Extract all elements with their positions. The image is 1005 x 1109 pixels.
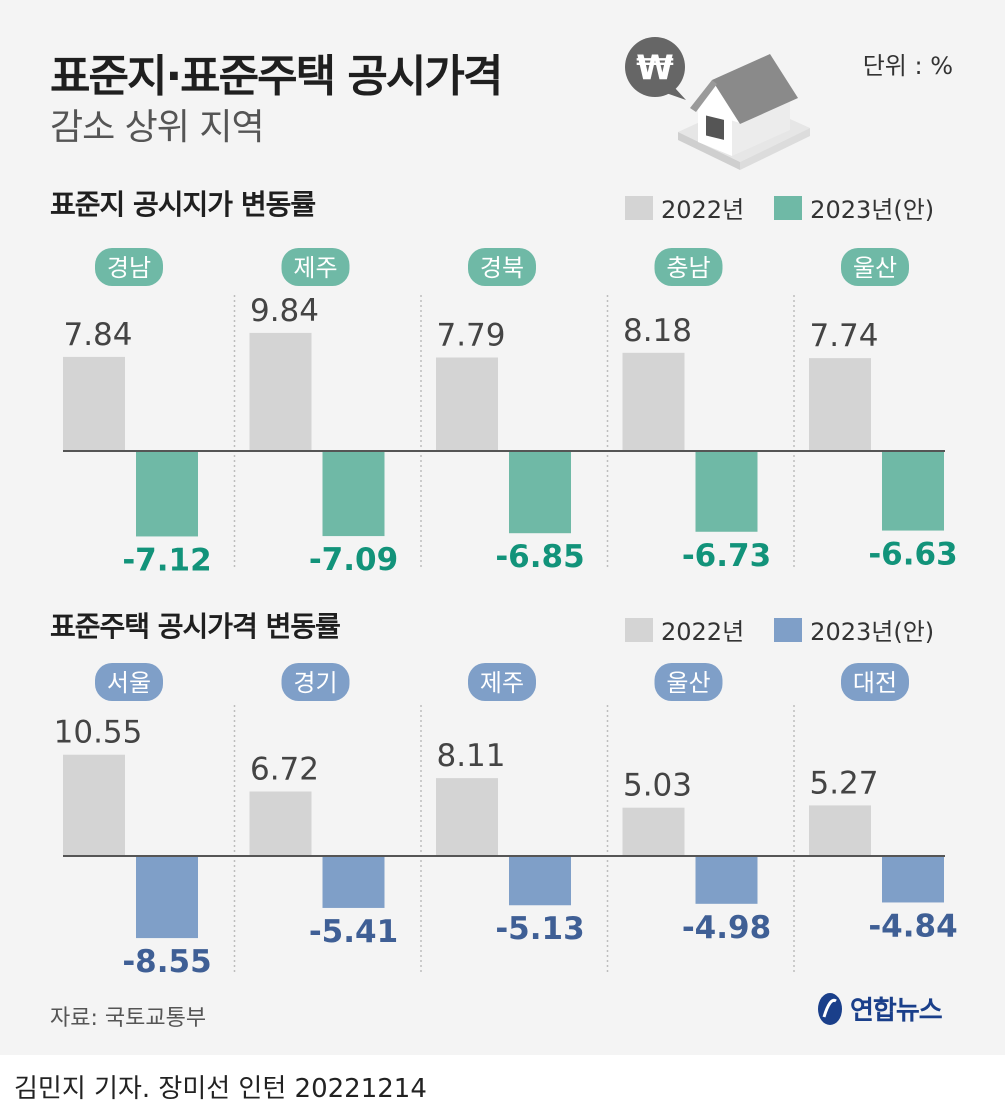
category-label: 경기 [293, 669, 337, 697]
category-pill [654, 248, 723, 286]
legend-swatch-2023 [774, 195, 803, 220]
byline: 김민지 기자. 장미선 인턴 20221214 [14, 1074, 427, 1104]
unit-label: 단위 : % [862, 52, 953, 80]
value-label-2023: -8.55 [122, 944, 211, 980]
value-label-2022: 5.27 [809, 765, 878, 801]
house-legend: 2022년 2023년(안) [625, 612, 934, 647]
category-pill [95, 248, 163, 286]
value-label-2023: -6.73 [682, 538, 771, 574]
land-section-title: 표준지 공시지가 변동률 [50, 188, 316, 221]
legend-swatch-2022 [625, 617, 653, 642]
bar-2023 [695, 856, 758, 904]
category-group: 울산 5.03 -4.98 [606, 663, 771, 975]
legend-label-2023: 2023년(안) [810, 196, 935, 224]
legend-swatch-2022 [625, 195, 653, 220]
value-label-2023: -7.09 [309, 542, 398, 578]
bar-2023 [322, 856, 385, 908]
category-pill [841, 663, 909, 701]
logo-icon [818, 992, 842, 1025]
legend-swatch-2023 [774, 617, 803, 642]
value-label-2022: 6.72 [250, 751, 319, 787]
legend-label-2022: 2022년 [661, 196, 745, 224]
value-label-2023: -4.98 [682, 910, 771, 946]
category-group: 경기 6.72 -5.41 [233, 663, 398, 975]
bar-2022 [249, 332, 312, 451]
source-note: 자료: 국토교통부 [50, 1006, 207, 1031]
bar-2022 [63, 754, 125, 856]
category-label: 울산 [666, 669, 710, 697]
value-label-2023: -5.13 [495, 911, 584, 947]
category-label: 제주 [293, 254, 337, 282]
value-label-2023: -6.85 [495, 539, 584, 575]
bar-2022 [809, 805, 871, 856]
category-group: 경남 7.84 -7.12 [63, 248, 212, 578]
land-price-chart: 경남 7.84 -7.12 제주 9.84 -7.09 경북 7.79 -6.85 충남 8.18 -… [63, 248, 958, 578]
won-sign-speech-bubble-icon: ₩ [625, 37, 686, 100]
category-label: 경남 [107, 254, 151, 282]
value-label-2022: 8.11 [436, 738, 505, 774]
bar-2022 [809, 358, 871, 451]
bar-2023 [509, 451, 571, 534]
category-pill [95, 663, 163, 701]
category-label: 서울 [107, 669, 151, 697]
bar-2023 [882, 451, 944, 531]
bar-2023 [509, 856, 571, 906]
value-label-2022: 7.74 [809, 318, 878, 354]
page-subtitle: 감소 상위 지역 [50, 107, 265, 148]
category-label: 대전 [853, 669, 897, 697]
category-pill [841, 248, 909, 286]
category-group: 대전 5.27 -4.84 [793, 663, 958, 975]
category-label: 경북 [480, 254, 524, 282]
yonhap-logo: 연합뉴스 [816, 990, 943, 1027]
value-label-2023: -4.84 [868, 908, 957, 944]
category-pill [281, 248, 350, 286]
bar-2023 [322, 451, 385, 537]
bar-2022 [63, 356, 125, 451]
legend-label-2022: 2022년 [661, 618, 745, 646]
category-group: 충남 8.18 -6.73 [606, 248, 771, 574]
land-legend: 2022년 2023년(안) [625, 190, 934, 225]
category-group: 경북 7.79 -6.85 [420, 248, 585, 575]
value-label-2023: -5.41 [309, 914, 398, 950]
category-label: 충남 [666, 254, 710, 282]
category-pill [281, 663, 350, 701]
bar-2023 [882, 856, 944, 903]
bar-2022 [622, 807, 685, 856]
bar-2022 [622, 352, 685, 451]
value-label-2022: 9.84 [250, 293, 319, 329]
value-label-2022: 10.55 [54, 715, 143, 751]
category-group: 서울 10.55 -8.55 [54, 663, 212, 980]
value-label-2022: 5.03 [623, 768, 692, 804]
page-title: 표준지·표준주택 공시가격 [50, 51, 503, 102]
logo-text: 연합뉴스 [850, 996, 943, 1026]
value-label-2022: 7.84 [63, 317, 132, 353]
category-group: 제주 9.84 -7.09 [233, 248, 398, 578]
house-section-title: 표준주택 공시가격 변동률 [50, 610, 341, 643]
legend-label-2023: 2023년(안) [810, 618, 935, 646]
bar-2023 [136, 856, 198, 939]
svg-text:₩: ₩ [636, 48, 674, 88]
category-label: 울산 [853, 254, 897, 282]
value-label-2022: 8.18 [623, 313, 692, 349]
value-label-2023: -6.63 [868, 537, 957, 573]
bar-2022 [436, 778, 498, 856]
category-pill [468, 248, 536, 286]
bar-2022 [249, 791, 312, 856]
bar-2023 [695, 451, 758, 532]
value-label-2022: 7.79 [436, 318, 505, 354]
category-group: 울산 7.74 -6.63 [793, 248, 958, 573]
category-group: 제주 8.11 -5.13 [420, 663, 585, 975]
category-pill [654, 663, 723, 701]
bar-2022 [436, 357, 498, 451]
house-icon: ₩ [625, 37, 810, 170]
category-label: 제주 [480, 669, 524, 697]
category-pill [468, 663, 536, 701]
bar-2023 [136, 451, 198, 537]
value-label-2023: -7.12 [122, 542, 211, 578]
house-price-chart: 서울 10.55 -8.55 경기 6.72 -5.41 제주 8.11 -5.13 울산 5.03… [54, 663, 958, 980]
